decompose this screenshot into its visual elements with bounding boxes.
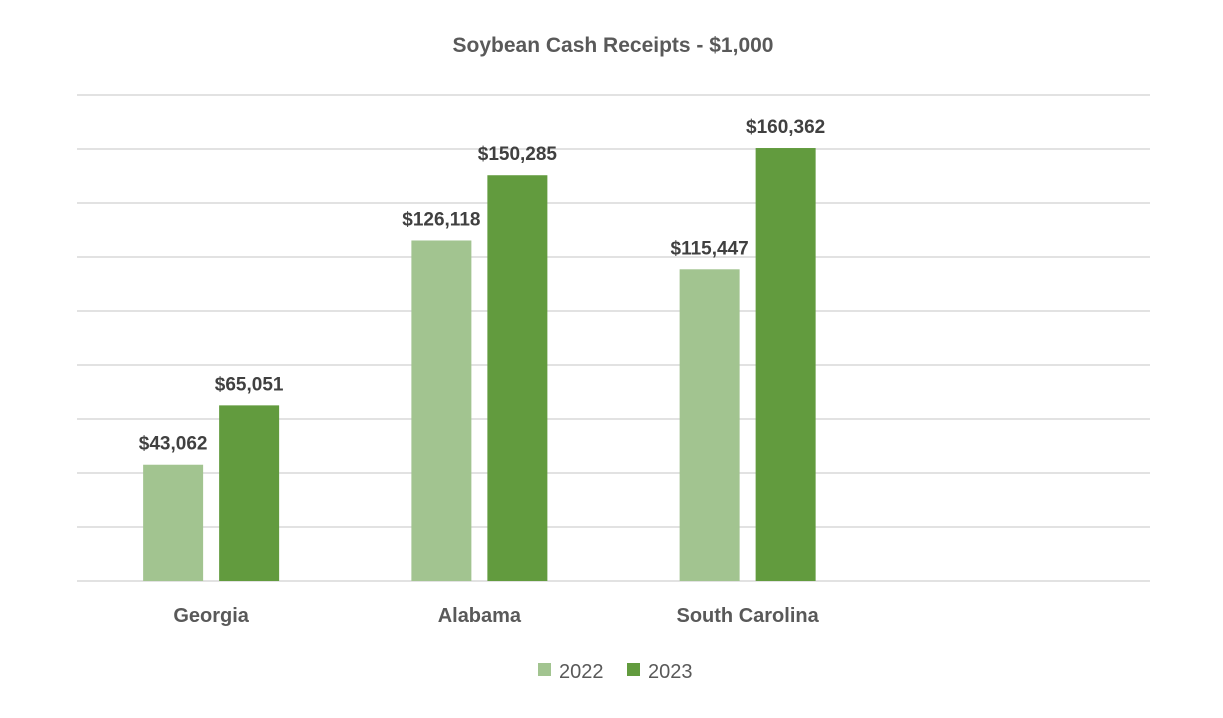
category-label: Georgia (173, 605, 249, 627)
data-label: $126,118 (402, 209, 480, 230)
bar-2022 (679, 269, 740, 581)
bar-2022 (143, 464, 204, 581)
legend: 2022 2023 (538, 661, 693, 683)
chart-title: Soybean Cash Receipts - $1,000 (453, 34, 774, 57)
bar-2023 (487, 175, 548, 581)
bars: $43,062 $65,051 $126,118 $150,285 $115,447 $1… (139, 117, 825, 582)
data-label: $115,447 (671, 238, 749, 259)
bar-2023 (219, 405, 280, 581)
data-label: $160,362 (746, 117, 825, 138)
legend-swatch-2023 (627, 663, 640, 676)
category-labels: Georgia Alabama South Carolina (173, 605, 819, 627)
bar-2022 (411, 240, 472, 582)
category-label: Alabama (438, 605, 522, 627)
category-label: South Carolina (677, 605, 820, 627)
bar-2023 (755, 148, 816, 582)
legend-label: 2022 (559, 661, 604, 683)
legend-swatch-2022 (538, 663, 551, 676)
data-label: $150,285 (478, 144, 558, 165)
data-label: $43,062 (139, 434, 208, 455)
data-label: $65,051 (215, 374, 284, 395)
legend-label: 2023 (648, 661, 693, 683)
